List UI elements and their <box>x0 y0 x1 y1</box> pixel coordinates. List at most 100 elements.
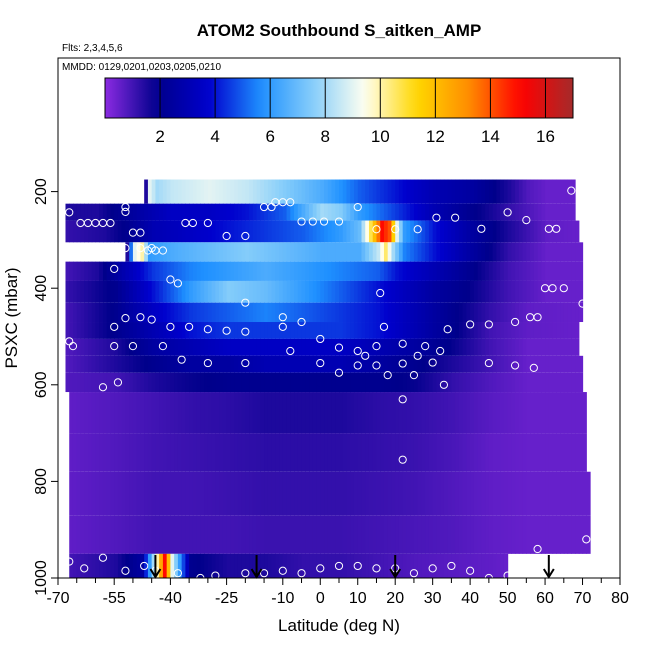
heatmap-cell <box>226 203 231 221</box>
heatmap-cell <box>428 220 434 243</box>
heatmap-cell <box>432 392 438 434</box>
heatmap-cell <box>518 322 524 339</box>
heatmap-cell <box>458 280 464 303</box>
heatmap-cell <box>267 179 273 204</box>
heatmap-cell <box>395 261 400 281</box>
heatmap-cell <box>402 553 408 578</box>
sample-point <box>522 215 531 225</box>
heatmap-cell <box>185 280 190 303</box>
heatmap-cell <box>117 433 123 472</box>
heatmap-cell <box>301 261 306 281</box>
heatmap-cell <box>72 355 78 373</box>
heatmap-cell <box>76 392 82 434</box>
heatmap-cell <box>234 220 239 243</box>
heatmap-cell <box>406 302 411 323</box>
heatmap-cell <box>511 338 516 356</box>
heatmap-cell <box>432 220 438 243</box>
heatmap-cell <box>440 433 445 472</box>
heatmap-cell <box>129 392 134 434</box>
heatmap-cell <box>87 355 93 373</box>
heatmap-cell <box>140 392 145 434</box>
heatmap-cell <box>417 242 423 262</box>
heatmap-cell <box>466 355 471 373</box>
heatmap-cell <box>398 515 404 554</box>
heatmap-cell <box>301 179 306 204</box>
heatmap-cell <box>166 515 171 554</box>
heatmap-cell <box>125 392 130 434</box>
x-tick-label: -40 <box>159 590 182 607</box>
heatmap-cell <box>488 280 494 303</box>
heatmap-cell <box>196 179 201 204</box>
heatmap-cell <box>260 515 265 554</box>
heatmap-cell <box>204 242 209 262</box>
heatmap-cell <box>162 179 168 204</box>
heatmap-cell <box>398 553 404 578</box>
heatmap-cell <box>436 302 441 323</box>
y-tick-label: 600 <box>33 371 50 398</box>
heatmap-cell <box>432 322 438 339</box>
heatmap-cell <box>155 261 160 281</box>
heatmap-cell <box>578 280 584 303</box>
heatmap-cell <box>185 553 190 578</box>
heatmap-cell <box>99 338 104 356</box>
heatmap-cell <box>443 179 449 204</box>
heatmap-cell <box>305 515 310 554</box>
heatmap-cell <box>447 242 452 262</box>
heatmap-cell <box>503 433 509 472</box>
heatmap-cell <box>443 302 449 323</box>
heatmap-cell <box>496 471 501 516</box>
heatmap-cell <box>421 392 426 434</box>
heatmap-cell <box>365 280 370 303</box>
heatmap-cell <box>421 179 426 204</box>
sample-point <box>379 322 389 331</box>
heatmap-cell <box>327 280 333 303</box>
heatmap-cell <box>571 392 576 434</box>
heatmap-cell <box>421 220 426 243</box>
heatmap-cell <box>256 338 261 356</box>
heatmap-cell <box>578 302 584 323</box>
heatmap-cell <box>443 203 449 221</box>
heatmap-cell <box>410 242 415 262</box>
heatmap-cell <box>560 338 565 356</box>
heatmap-cell <box>211 322 216 339</box>
heatmap-cell <box>297 242 303 262</box>
heatmap-cell <box>526 203 531 221</box>
heatmap-cell <box>117 355 123 373</box>
heatmap-cell <box>166 553 171 578</box>
heatmap-cell <box>327 203 333 221</box>
heatmap-cell <box>125 338 130 356</box>
heatmap-cell <box>481 471 486 516</box>
heatmap-cell <box>192 322 198 339</box>
heatmap-cell <box>571 515 576 554</box>
heatmap-cell <box>264 242 269 262</box>
heatmap-cell <box>297 471 303 516</box>
heatmap-cell <box>391 220 396 243</box>
heatmap-cell <box>256 261 261 281</box>
heatmap-cell <box>76 261 82 281</box>
heatmap-cell <box>219 515 224 554</box>
heatmap-cell <box>365 433 370 472</box>
heatmap-cell <box>159 261 164 281</box>
heatmap-cell <box>316 203 321 221</box>
heatmap-cell <box>226 280 231 303</box>
heatmap-cell <box>339 322 344 339</box>
heatmap-cell <box>102 203 108 221</box>
heatmap-cell <box>526 471 531 516</box>
heatmap-cell <box>511 203 516 221</box>
heatmap-cell <box>249 372 254 393</box>
heatmap-cell <box>219 242 224 262</box>
heatmap-cell <box>500 261 505 281</box>
heatmap-cell <box>219 471 224 516</box>
heatmap-cell <box>575 433 580 472</box>
heatmap-cell <box>174 392 179 434</box>
heatmap-cell <box>440 242 445 262</box>
heatmap-cell <box>316 372 321 393</box>
heatmap-cell <box>305 242 310 262</box>
heatmap-cell <box>376 338 381 356</box>
heatmap-cell <box>87 515 93 554</box>
heatmap-cell <box>500 322 505 339</box>
heatmap-cell <box>350 203 355 221</box>
heatmap-cell <box>473 302 479 323</box>
heatmap-cell <box>241 471 246 516</box>
